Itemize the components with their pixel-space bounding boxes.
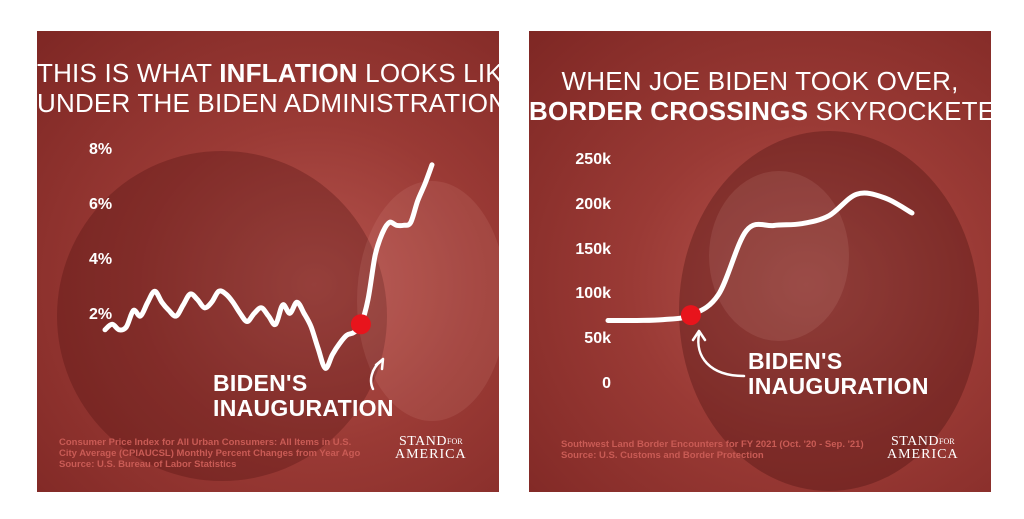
background-photo-shading	[57, 151, 387, 481]
inflation-panel: THIS IS WHAT INFLATION LOOKS LIKE UNDER …	[37, 31, 499, 492]
y-tick-label: 0	[602, 375, 611, 392]
source-note: Consumer Price Index for All Urban Consu…	[59, 437, 360, 470]
series-line	[605, 190, 915, 324]
logo-for: FOR	[939, 437, 955, 446]
source-line-3: Source: U.S. Bureau of Labor Statistics	[59, 459, 237, 470]
inauguration-marker	[350, 314, 371, 335]
y-tick-label: 2%	[89, 306, 113, 323]
y-tick-label: 50k	[584, 330, 611, 348]
logo-for: FOR	[447, 437, 463, 446]
border-crossings-line-chart	[605, 190, 915, 378]
title-emphasis: INFLATION	[219, 58, 358, 88]
annotation-line-2: INAUGURATION	[213, 395, 394, 421]
source-note: Southwest Land Border Encounters for FY …	[561, 439, 864, 461]
annotation-line-2: INAUGURATION	[748, 373, 929, 399]
y-tick-label: 250k	[575, 151, 611, 168]
logo-america: AMERICA	[395, 447, 467, 462]
background-photo-highlight	[357, 181, 499, 421]
title-text: SKYROCKETED.	[815, 96, 991, 126]
source-line-2: Source: U.S. Customs and Border Protecti…	[561, 450, 764, 461]
annotation-arrow-head	[691, 329, 707, 342]
logo-america: AMERICA	[887, 447, 959, 462]
annotation-arrow-head	[374, 357, 385, 371]
inauguration-annotation: BIDEN'S INAUGURATION	[748, 349, 929, 399]
title-emphasis: BORDER CROSSINGS	[529, 96, 809, 126]
title-line-1: WHEN JOE BIDEN TOOK OVER,	[561, 66, 959, 96]
y-tick-label: 6%	[89, 196, 113, 213]
title-text: LOOKS LIKE	[365, 58, 499, 88]
series-line	[102, 162, 435, 371]
y-tick-label: 4%	[89, 251, 113, 268]
annotation-arrow	[697, 332, 746, 378]
background-photo-shading	[679, 131, 979, 491]
annotation-line-1: BIDEN'S	[748, 348, 843, 374]
stand-for-america-logo: STANDFOR AMERICA	[887, 434, 959, 462]
annotation-line-1: BIDEN'S	[213, 370, 308, 396]
chart-title: WHEN JOE BIDEN TOOK OVER, BORDER CROSSIN…	[529, 66, 991, 126]
stand-for-america-logo: STANDFOR AMERICA	[395, 434, 467, 462]
logo-stand: STAND	[398, 434, 448, 449]
source-line-1: Consumer Price Index for All Urban Consu…	[59, 437, 352, 448]
inflation-line-chart	[102, 162, 435, 391]
border-crossings-panel: WHEN JOE BIDEN TOOK OVER, BORDER CROSSIN…	[529, 31, 991, 492]
y-tick-label: 200k	[575, 195, 611, 213]
inauguration-annotation: BIDEN'S INAUGURATION	[213, 371, 394, 421]
title-line-2: UNDER THE BIDEN ADMINISTRATION.	[37, 88, 499, 118]
y-tick-label: 8%	[89, 141, 113, 158]
chart-title: THIS IS WHAT INFLATION LOOKS LIKE UNDER …	[37, 58, 499, 118]
logo-stand: STAND	[890, 434, 940, 449]
source-line-1: Southwest Land Border Encounters for FY …	[561, 439, 864, 450]
title-text: THIS IS WHAT	[37, 58, 220, 88]
source-line-2: City Average (CPIAUCSL) Monthly Percent …	[59, 448, 361, 459]
y-tick-label: 150k	[575, 240, 611, 258]
inauguration-marker	[680, 305, 701, 326]
y-tick-label: 100k	[575, 285, 611, 303]
